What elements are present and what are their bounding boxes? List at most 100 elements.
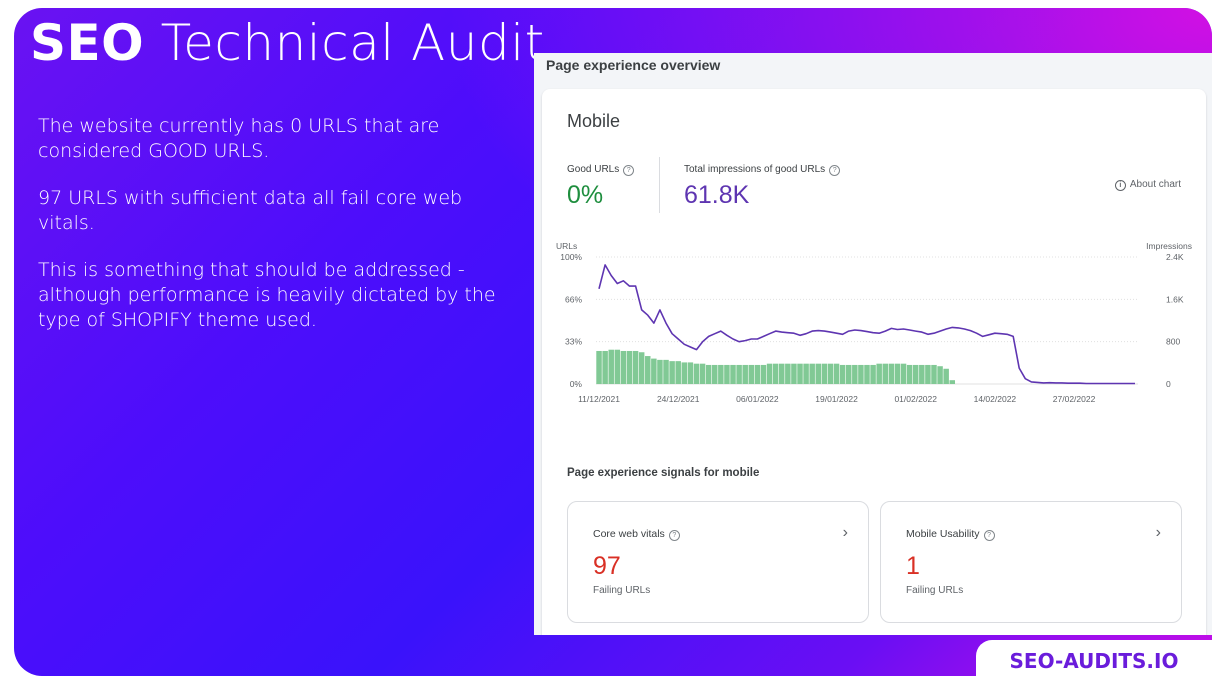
urls-bar	[754, 364, 761, 384]
x-tick-label: 19/01/2022	[815, 394, 858, 404]
urls-bar	[675, 361, 681, 384]
urls-bar	[912, 364, 919, 384]
urls-bar	[687, 362, 694, 384]
impressions-line	[598, 264, 1135, 385]
paragraph-shopify-note: This is something that should be address…	[38, 259, 496, 331]
core-web-vitals-card[interactable]: Core web vitals? › 97 Failing URLs	[567, 501, 869, 623]
paragraph-good-urls: The website currently has 0 URLS that ar…	[38, 115, 440, 162]
mobile-usability-value: 1	[906, 552, 920, 580]
urls-bar	[645, 356, 651, 384]
urls-bar	[699, 363, 706, 384]
urls-bar	[833, 363, 840, 384]
urls-bar	[900, 363, 907, 384]
help-icon[interactable]: ?	[623, 165, 635, 176]
help-icon[interactable]: ?	[829, 165, 841, 176]
right-tick-label: 2.4K	[1166, 252, 1184, 262]
urls-bar	[931, 364, 937, 384]
urls-bar	[839, 364, 846, 384]
brand-badge: SEO-AUDITS.IO	[976, 640, 1212, 680]
urls-bar	[882, 363, 889, 384]
urls-bar	[596, 350, 602, 384]
urls-bar	[638, 352, 645, 384]
mobile-usability-card[interactable]: Mobile Usability? › 1 Failing URLs	[880, 501, 1182, 623]
urls-bar	[949, 380, 956, 384]
info-icon: i	[1114, 180, 1126, 191]
urls-bar	[657, 359, 663, 384]
urls-bar	[766, 363, 773, 384]
x-tick-label: 01/02/2022	[894, 394, 937, 404]
left-tick-label: 66%	[565, 294, 582, 304]
right-tick-label: 800	[1166, 337, 1180, 347]
urls-bar	[772, 363, 779, 384]
left-tick-label: 100%	[560, 252, 582, 262]
urls-bar	[803, 363, 809, 384]
urls-bar	[742, 364, 748, 384]
page-experience-screenshot: Page experience overview Mobile Good URL…	[534, 53, 1212, 635]
urls-bar	[876, 363, 882, 384]
urls-bar	[705, 364, 712, 384]
help-icon[interactable]: ?	[668, 530, 680, 541]
left-axis-title: URLs	[556, 241, 577, 251]
urls-bar	[815, 363, 822, 384]
urls-bar	[906, 364, 913, 384]
right-tick-label: 0	[1166, 379, 1171, 389]
impressions-label[interactable]: Total impressions of good URLs?	[684, 164, 841, 176]
x-tick-label: 27/02/2022	[1053, 394, 1096, 404]
urls-bar	[632, 350, 639, 384]
paragraph-failing-urls: 97 URLS with sufficient data all fail co…	[38, 187, 463, 234]
chevron-right-icon[interactable]: ›	[842, 524, 848, 541]
urls-bar	[608, 349, 614, 384]
urls-bar	[797, 363, 803, 384]
about-chart-link[interactable]: i About chart	[1114, 179, 1181, 191]
urls-bar	[858, 364, 864, 384]
urls-bar	[870, 364, 876, 384]
urls-bar	[827, 363, 834, 384]
urls-bar	[894, 363, 901, 384]
urls-bar	[778, 363, 785, 384]
card-title: Mobile	[567, 111, 621, 131]
urls-bar	[925, 364, 931, 384]
x-tick-label: 06/01/2022	[736, 394, 779, 404]
core-web-vitals-label-text: Core web vitals	[593, 528, 665, 540]
help-icon[interactable]: ?	[983, 530, 995, 541]
urls-bar	[681, 362, 688, 384]
urls-bar	[626, 350, 633, 384]
core-web-vitals-sub: Failing URLs	[593, 585, 651, 596]
core-web-vitals-value: 97	[593, 552, 621, 580]
x-tick-label: 24/12/2021	[657, 394, 700, 404]
right-tick-label: 1.6K	[1166, 294, 1184, 304]
urls-bar	[602, 350, 608, 384]
chevron-right-icon[interactable]: ›	[1155, 524, 1161, 541]
urls-bar	[712, 364, 718, 384]
urls-bar	[724, 364, 730, 384]
mobile-usability-label: Mobile Usability?	[906, 528, 995, 541]
urls-bar	[736, 364, 742, 384]
urls-bar	[864, 364, 870, 384]
urls-bar	[785, 363, 791, 384]
mobile-usability-label-text: Mobile Usability	[906, 528, 980, 540]
urls-bar	[693, 363, 700, 384]
slide-title: SEO Technical Audit	[30, 14, 545, 72]
urls-bar	[943, 368, 949, 384]
good-urls-value: 0%	[567, 181, 604, 209]
urls-bar	[620, 350, 627, 384]
impressions-label-text: Total impressions of good URLs	[684, 164, 826, 175]
urls-bar	[748, 364, 755, 384]
metric-divider	[659, 157, 660, 213]
title-bold: SEO	[30, 14, 145, 72]
urls-bar	[663, 359, 669, 384]
mobile-card: Mobile Good URLs? 0% Total impressions o…	[542, 89, 1206, 635]
good-urls-label[interactable]: Good URLs?	[567, 164, 635, 176]
left-tick-label: 33%	[565, 337, 582, 347]
urls-bar	[809, 363, 815, 384]
urls-bar	[730, 364, 736, 384]
urls-bar	[821, 363, 828, 384]
panel-header: Page experience overview	[546, 57, 721, 73]
urls-bar	[791, 363, 797, 384]
urls-bar	[718, 364, 724, 384]
x-tick-label: 11/12/2021	[578, 394, 620, 404]
slide-body: The website currently has 0 URLS that ar…	[38, 114, 508, 355]
urls-bar	[614, 349, 621, 384]
mobile-usability-sub: Failing URLs	[906, 585, 964, 596]
